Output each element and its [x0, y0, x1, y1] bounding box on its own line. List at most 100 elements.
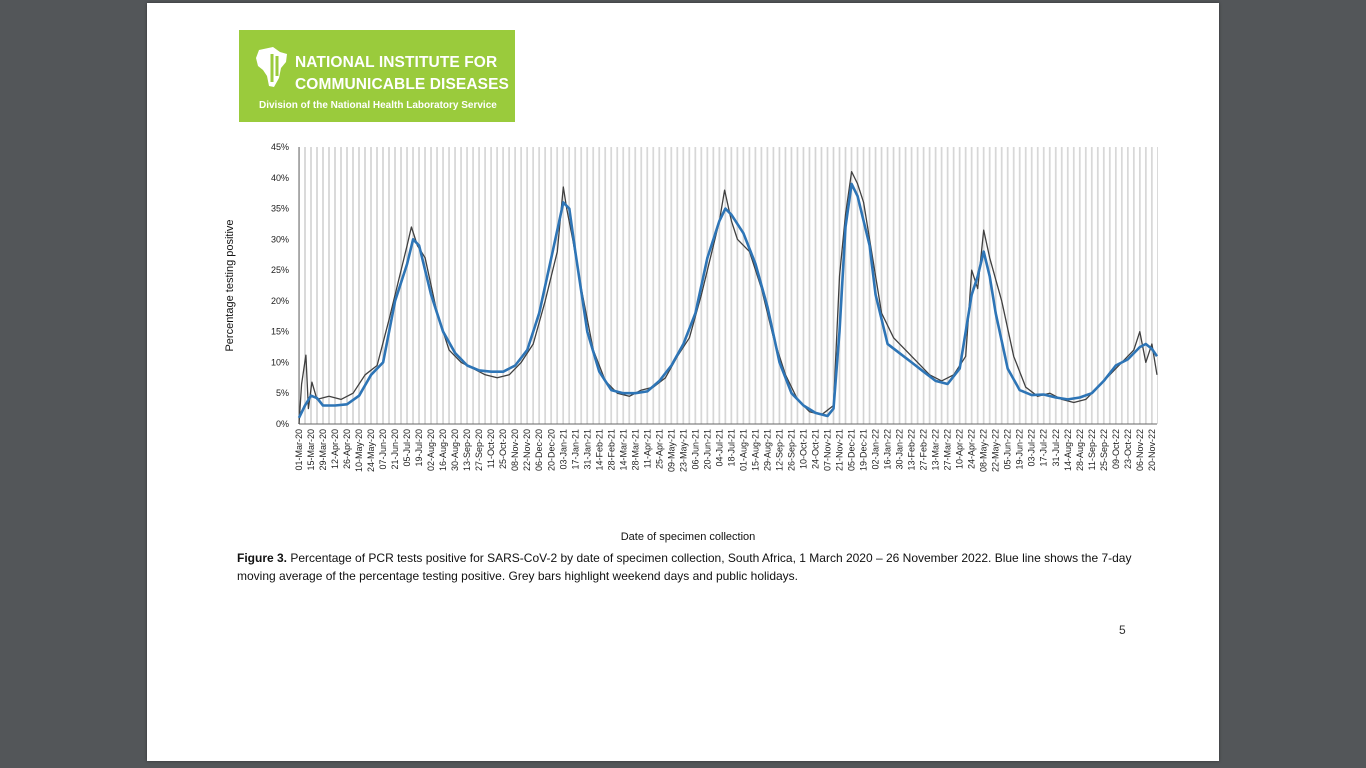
weekend-bar: [329, 147, 330, 424]
logo-line2: COMMUNICABLE DISEASES: [295, 76, 509, 93]
weekend-bar: [742, 147, 744, 424]
weekend-bar: [1085, 147, 1087, 424]
weekend-bar: [1103, 147, 1105, 424]
y-tick-label: 5%: [276, 388, 289, 398]
weekend-bar: [736, 147, 738, 424]
weekend-bar: [749, 147, 751, 424]
weekend-bar: [917, 147, 919, 424]
weekend-bar: [1138, 147, 1140, 424]
weekend-bar: [1127, 147, 1129, 424]
weekend-bar: [845, 147, 847, 424]
x-tick-label: 05-Jul-20: [402, 429, 412, 467]
x-tick-label: 10-May-20: [354, 429, 364, 472]
weekend-bar: [952, 147, 954, 424]
x-tick-label: 04-Jul-21: [714, 429, 724, 467]
y-tick-label: 15%: [271, 327, 289, 337]
weekend-bar: [575, 147, 577, 424]
weekend-bar: [1019, 147, 1021, 424]
y-tick-label: 25%: [271, 265, 289, 275]
weekend-bar: [646, 147, 648, 424]
weekend-bar: [629, 147, 631, 424]
weekend-bar: [821, 147, 823, 424]
weekend-bar: [347, 147, 348, 424]
weekend-bar: [341, 147, 342, 424]
series-7day-average-line: [297, 182, 1159, 419]
weekend-bar: [755, 147, 757, 424]
weekend-bar: [394, 147, 396, 424]
weekend-bar: [605, 147, 607, 424]
x-tick-label: 03-Jul-22: [1027, 429, 1037, 467]
weekend-bar: [550, 147, 552, 424]
weekend-bar: [467, 147, 468, 424]
weekend-bar: [779, 147, 781, 424]
weekend-bar: [946, 147, 948, 424]
weekend-bar: [893, 147, 895, 424]
weekend-bar: [1139, 147, 1141, 424]
weekend-bar: [953, 147, 955, 424]
x-tick-label: 07-Nov-21: [823, 429, 833, 471]
weekend-bar: [856, 147, 858, 424]
x-tick-label: 31-Jul-22: [1051, 429, 1061, 467]
weekend-bar: [880, 147, 882, 424]
weekend-bar: [808, 147, 810, 424]
weekend-bar: [797, 147, 799, 424]
x-tick-label: 21-Jun-20: [390, 429, 400, 470]
weekend-bar: [1012, 147, 1014, 424]
weekend-bar: [412, 147, 414, 424]
x-tick-label: 28-Aug-22: [1075, 429, 1085, 471]
figure-caption: Figure 3. Percentage of PCR tests positi…: [237, 549, 1137, 585]
weekend-bar: [688, 147, 690, 424]
x-tick-label: 14-Feb-21: [594, 429, 604, 471]
y-tick-label: 35%: [271, 204, 289, 214]
weekend-bar: [886, 147, 888, 424]
weekend-bar: [461, 147, 462, 424]
weekend-bar: [634, 147, 636, 424]
weekend-bar: [862, 147, 864, 424]
weekend-bar: [538, 147, 540, 424]
weekend-bar: [1144, 147, 1146, 424]
weekend-bar: [1037, 147, 1039, 424]
weekend-bar: [352, 147, 353, 424]
weekend-bar: [508, 147, 510, 424]
weekend-bar: [712, 147, 714, 424]
weekend-bar: [599, 147, 601, 424]
weekend-bar: [478, 147, 480, 424]
x-tick-label: 19-Dec-21: [859, 429, 869, 471]
logo-line1: NATIONAL INSTITUTE FOR: [295, 54, 498, 71]
weekend-bar: [904, 147, 906, 424]
weekend-bar: [826, 147, 828, 424]
weekend-bar: [1115, 147, 1117, 424]
weekend-bar: [527, 147, 528, 424]
x-tick-label: 28-Mar-21: [630, 429, 640, 471]
weekend-bar: [413, 147, 414, 424]
weekend-bar: [1133, 147, 1135, 424]
x-tick-label: 25-Apr-21: [654, 429, 664, 469]
weekend-bar: [766, 147, 768, 424]
weekend-bar: [371, 147, 372, 424]
weekend-bar: [1079, 147, 1081, 424]
weekend-bar: [802, 147, 804, 424]
weekend-bar: [820, 147, 822, 424]
weekend-bar: [724, 147, 726, 424]
weekend-bar: [551, 147, 553, 424]
weekend-bar: [532, 147, 534, 424]
weekend-bar: [407, 147, 408, 424]
weekend-bar: [617, 147, 619, 424]
x-tick-label: 27-Feb-22: [919, 429, 929, 471]
x-tick-label: 15-Mar-20: [306, 429, 316, 471]
weekend-bar: [719, 147, 721, 424]
x-tick-label: 30-Aug-20: [450, 429, 460, 471]
weekend-bar: [964, 147, 966, 424]
weekend-bar: [1006, 147, 1008, 424]
weekend-bar: [1078, 147, 1080, 424]
caption-label: Figure 3.: [237, 551, 288, 565]
weekend-bar: [317, 147, 318, 424]
weekend-bar: [509, 147, 510, 424]
weekend-bar: [586, 147, 588, 424]
x-tick-label: 29-Aug-21: [763, 429, 773, 471]
weekend-bar: [587, 147, 589, 424]
x-tick-label: 18-Jul-21: [726, 429, 736, 467]
weekend-bar: [395, 147, 396, 424]
weekend-bar: [941, 147, 943, 424]
x-tick-label: 22-May-22: [991, 429, 1001, 472]
